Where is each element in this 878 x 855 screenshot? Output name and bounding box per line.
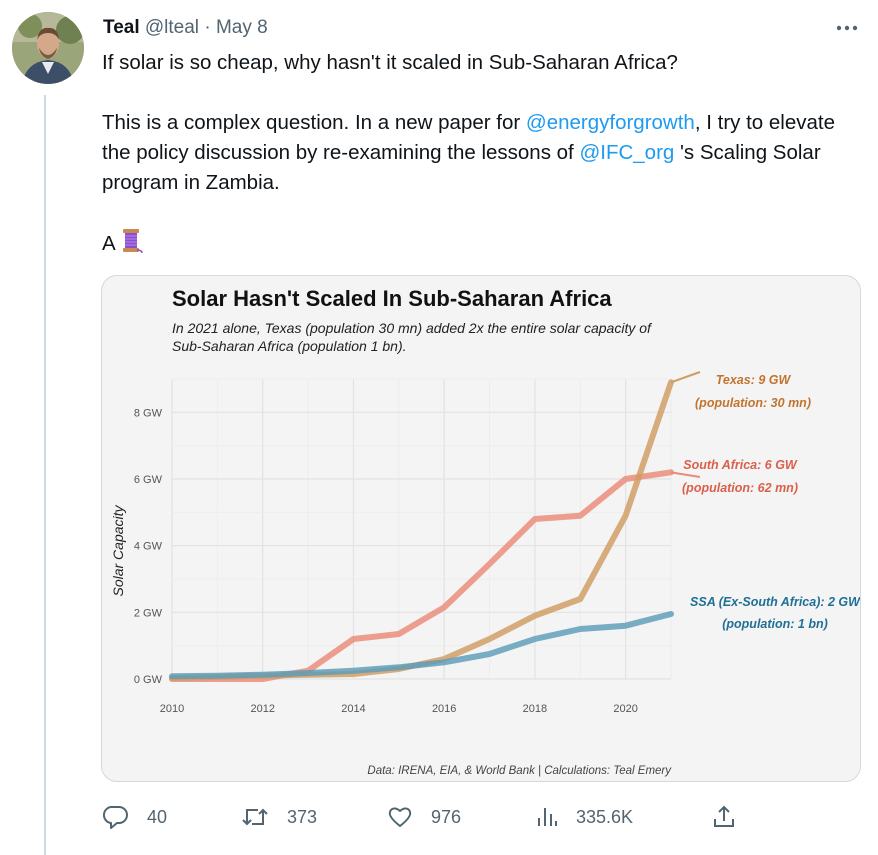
like-count: 976 xyxy=(431,806,462,827)
chart-grid xyxy=(171,378,672,680)
chart-title: Solar Hasn't Scaled In Sub-Saharan Afric… xyxy=(172,286,612,311)
series-population-label: (population: 62 mn) xyxy=(682,481,798,495)
retweet-button[interactable]: 373 xyxy=(241,800,317,834)
series-line-south-africa xyxy=(169,469,674,682)
tweet-date[interactable]: May 8 xyxy=(215,17,268,38)
reply-icon xyxy=(103,805,128,829)
series-label: Texas: 9 GW xyxy=(716,373,792,387)
thread-marker-text: A xyxy=(102,232,115,255)
heart-icon xyxy=(388,807,412,827)
x-tick-label: 2012 xyxy=(250,703,274,715)
tweet-text-segment: , I try to elevate the policy discussion… xyxy=(102,111,835,164)
series-labels: South Africa: 6 GW (population: 62 mn) Tex… xyxy=(670,371,861,631)
y-axis-label: Solar Capacity xyxy=(110,504,126,596)
y-tick-label: 6 GW xyxy=(134,474,163,486)
author-name[interactable]: Teal xyxy=(103,17,140,38)
view-count: 335.6K xyxy=(576,806,634,827)
chart-source: Data: IRENA, EIA, & World Bank | Calcula… xyxy=(367,765,672,777)
tweet-paragraph-2: This is a complex question. In a new pap… xyxy=(102,108,862,198)
y-tick-label: 4 GW xyxy=(134,541,163,553)
x-tick-label: 2014 xyxy=(341,703,365,715)
tweet-text: If solar is so cheap, why hasn't it scal… xyxy=(102,48,862,259)
x-axis-ticks: 2010 2012 2014 2016 2018 2020 xyxy=(160,703,638,715)
reply-count: 40 xyxy=(147,806,168,827)
y-tick-label: 8 GW xyxy=(134,407,163,419)
tweet-text-segment: This is a complex question. In a new pap… xyxy=(102,111,526,134)
more-options-icon[interactable] xyxy=(832,16,862,40)
series-label: South Africa: 6 GW xyxy=(683,458,798,472)
reply-button[interactable]: 40 xyxy=(103,800,167,834)
y-tick-label: 0 GW xyxy=(134,674,163,686)
x-tick-label: 2016 xyxy=(432,703,456,715)
retweet-count: 373 xyxy=(287,806,318,827)
avatar-photo xyxy=(12,12,84,84)
series-population-label: (population: 30 mn) xyxy=(695,396,811,410)
x-tick-label: 2020 xyxy=(613,703,637,715)
tweet-actions: 40 373 976 335.6K xyxy=(0,800,878,834)
chart-subtitle-line-2: Sub-Saharan Africa (population 1 bn). xyxy=(172,338,407,354)
y-axis-ticks: 0 GW 2 GW 4 GW 6 GW 8 GW xyxy=(134,407,163,686)
mention-ifc-org[interactable]: @IFC_org xyxy=(579,141,675,164)
series-line-texas xyxy=(169,379,674,681)
label-leader-line xyxy=(670,371,701,384)
series-line-ssa-ex-south-africa xyxy=(169,611,674,680)
views-button[interactable]: 335.6K xyxy=(536,800,633,834)
tweet-line-1: If solar is so cheap, why hasn't it scal… xyxy=(102,51,678,74)
like-button[interactable]: 976 xyxy=(387,800,461,834)
tweet-paragraph-3: A xyxy=(102,228,862,259)
y-tick-label: 2 GW xyxy=(134,607,163,619)
avatar[interactable] xyxy=(12,12,84,84)
series-population-label: (population: 1 bn) xyxy=(722,617,828,631)
chart-image-card[interactable]: Solar Hasn't Scaled In Sub-Saharan Afric… xyxy=(101,275,861,782)
tweet-text-segment: 's Scaling Solar program in Zambia. xyxy=(102,141,821,194)
tweet-header: Teal @lteal · May 8 xyxy=(103,17,268,39)
views-chart-icon xyxy=(538,808,557,826)
retweet-icon xyxy=(242,808,268,826)
chart-subtitle-line-1: In 2021 alone, Texas (population 30 mn) … xyxy=(172,320,653,336)
thread-line xyxy=(44,95,46,855)
series-label: SSA (Ex-South Africa): 2 GW xyxy=(690,595,861,609)
x-tick-label: 2018 xyxy=(523,703,547,715)
mention-energyforgrowth[interactable]: @energyforgrowth xyxy=(525,111,695,134)
spool-of-thread-icon xyxy=(123,229,143,254)
share-icon xyxy=(714,805,734,827)
share-button[interactable] xyxy=(711,800,755,834)
chart-series xyxy=(169,379,674,682)
solar-capacity-chart: Solar Hasn't Scaled In Sub-Saharan Afric… xyxy=(110,286,861,777)
label-leader-line xyxy=(670,471,701,478)
x-tick-label: 2010 xyxy=(160,703,184,715)
header-separator: · xyxy=(199,17,216,38)
author-handle[interactable]: @lteal xyxy=(144,17,200,38)
